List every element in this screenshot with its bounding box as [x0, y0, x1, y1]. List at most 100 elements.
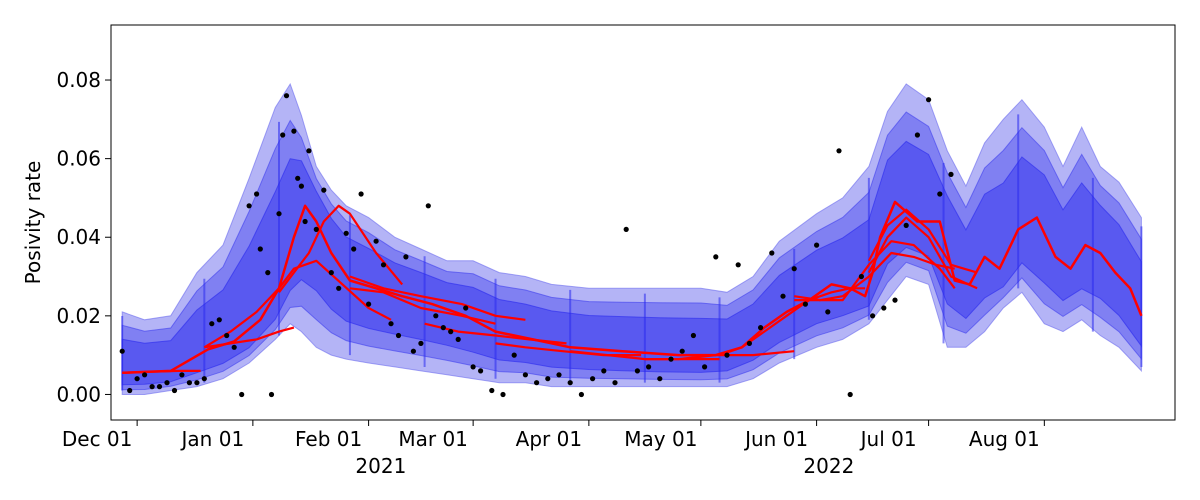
observation-point — [545, 376, 551, 382]
uncertainty-bands — [121, 82, 1143, 395]
observation-point — [179, 372, 185, 378]
observation-point — [937, 191, 943, 197]
observation-point — [134, 376, 140, 382]
observation-point — [313, 226, 319, 232]
observation-point — [298, 183, 304, 189]
observation-point — [295, 175, 301, 181]
observation-point — [231, 344, 237, 350]
observation-point — [735, 262, 741, 268]
observation-point — [239, 391, 245, 398]
observation-point — [724, 352, 730, 358]
x-tick-label: Mar 01 — [398, 427, 468, 451]
observation-point — [448, 329, 454, 335]
observation-point — [489, 387, 495, 394]
observation-point — [455, 336, 461, 342]
observation-point — [612, 380, 618, 386]
observation-point — [216, 317, 222, 323]
observation-point — [802, 301, 809, 307]
observation-point — [903, 222, 909, 228]
forecast-line-segment — [203, 259, 392, 349]
observation-point — [328, 270, 334, 276]
observation-point — [268, 391, 275, 398]
observation-point — [291, 128, 297, 134]
observation-point — [321, 187, 327, 193]
forecast-line-segment — [867, 208, 978, 274]
observation-point — [870, 313, 876, 319]
y-axis-title: Posivity rate — [21, 161, 45, 285]
x-tick-label: Jan 01 — [180, 427, 245, 451]
observation-point — [351, 246, 357, 252]
observation-point — [590, 376, 596, 382]
observation-point — [814, 242, 820, 248]
forecast-line-segment — [867, 216, 978, 290]
observation-point — [224, 332, 230, 339]
observation-point — [149, 384, 155, 390]
observation-point — [657, 376, 663, 382]
observation-point — [358, 191, 364, 197]
observation-point — [847, 391, 853, 398]
forecast-median-line — [122, 200, 1143, 375]
observation-point — [746, 340, 753, 346]
observation-point — [336, 285, 342, 291]
observation-point — [690, 332, 697, 339]
observation-point — [418, 340, 424, 346]
observation-point — [758, 325, 764, 331]
forecast-lines — [122, 200, 1143, 375]
observation-point — [769, 250, 775, 256]
observation-point — [201, 376, 207, 382]
observation-point — [366, 301, 372, 307]
x-tick-label: Aug 01 — [969, 427, 1040, 451]
observation-point — [679, 348, 685, 354]
y-tick-label: 0.06 — [56, 147, 101, 171]
observation-point — [276, 211, 282, 217]
observation-point — [373, 238, 379, 244]
observation-point — [470, 364, 476, 370]
x-year-label: 2022 — [803, 454, 854, 478]
x-tick-label: Apr 01 — [516, 427, 582, 451]
x-tick-label: Feb 01 — [295, 427, 362, 451]
forecast-line-segment — [719, 287, 866, 357]
forecast-line-segment — [424, 322, 567, 345]
forecast-line-segment — [349, 275, 526, 321]
y-tick-label: 0.02 — [56, 304, 101, 328]
observation-point — [713, 254, 719, 260]
observation-point — [403, 254, 409, 260]
x-tick-label: Jul 01 — [859, 427, 917, 451]
forecast-line-segment — [644, 350, 795, 361]
observation-point — [246, 203, 252, 209]
observation-point — [578, 391, 585, 398]
observation-point — [668, 356, 674, 362]
observation-point — [780, 293, 786, 299]
observation-point — [186, 380, 192, 386]
observation-point — [209, 321, 215, 327]
observation-point — [892, 297, 898, 303]
observation-point — [194, 380, 200, 386]
observation-point — [511, 352, 517, 358]
observation-point — [302, 218, 308, 225]
observation-point — [395, 332, 402, 339]
observation-point — [257, 246, 263, 252]
observation-point — [623, 226, 629, 232]
forecast-line-segment — [278, 204, 404, 293]
y-tick-label: 0.00 — [56, 382, 101, 406]
observation-point — [425, 203, 431, 209]
x-tick-label: Jun 01 — [743, 427, 808, 451]
plot-frame — [110, 24, 1176, 421]
x-tick-label: May 01 — [624, 427, 697, 451]
observation-point — [881, 305, 887, 311]
observation-point — [522, 372, 529, 378]
observation-point — [948, 171, 954, 177]
observation-point — [164, 380, 170, 386]
observation-point — [646, 364, 652, 370]
y-tick-label: 0.04 — [56, 225, 101, 249]
observation-point — [283, 93, 290, 99]
observation-point — [836, 148, 842, 154]
observation-point — [702, 364, 708, 370]
observation-point — [601, 368, 607, 374]
observation-point — [634, 368, 641, 374]
forecast-line-segment — [122, 369, 201, 374]
observation-point — [254, 191, 260, 197]
x-axis: Dec 01 Jan 01 Feb 01 Mar 01 Apr 01 May 01 Jun … — [62, 420, 1045, 478]
